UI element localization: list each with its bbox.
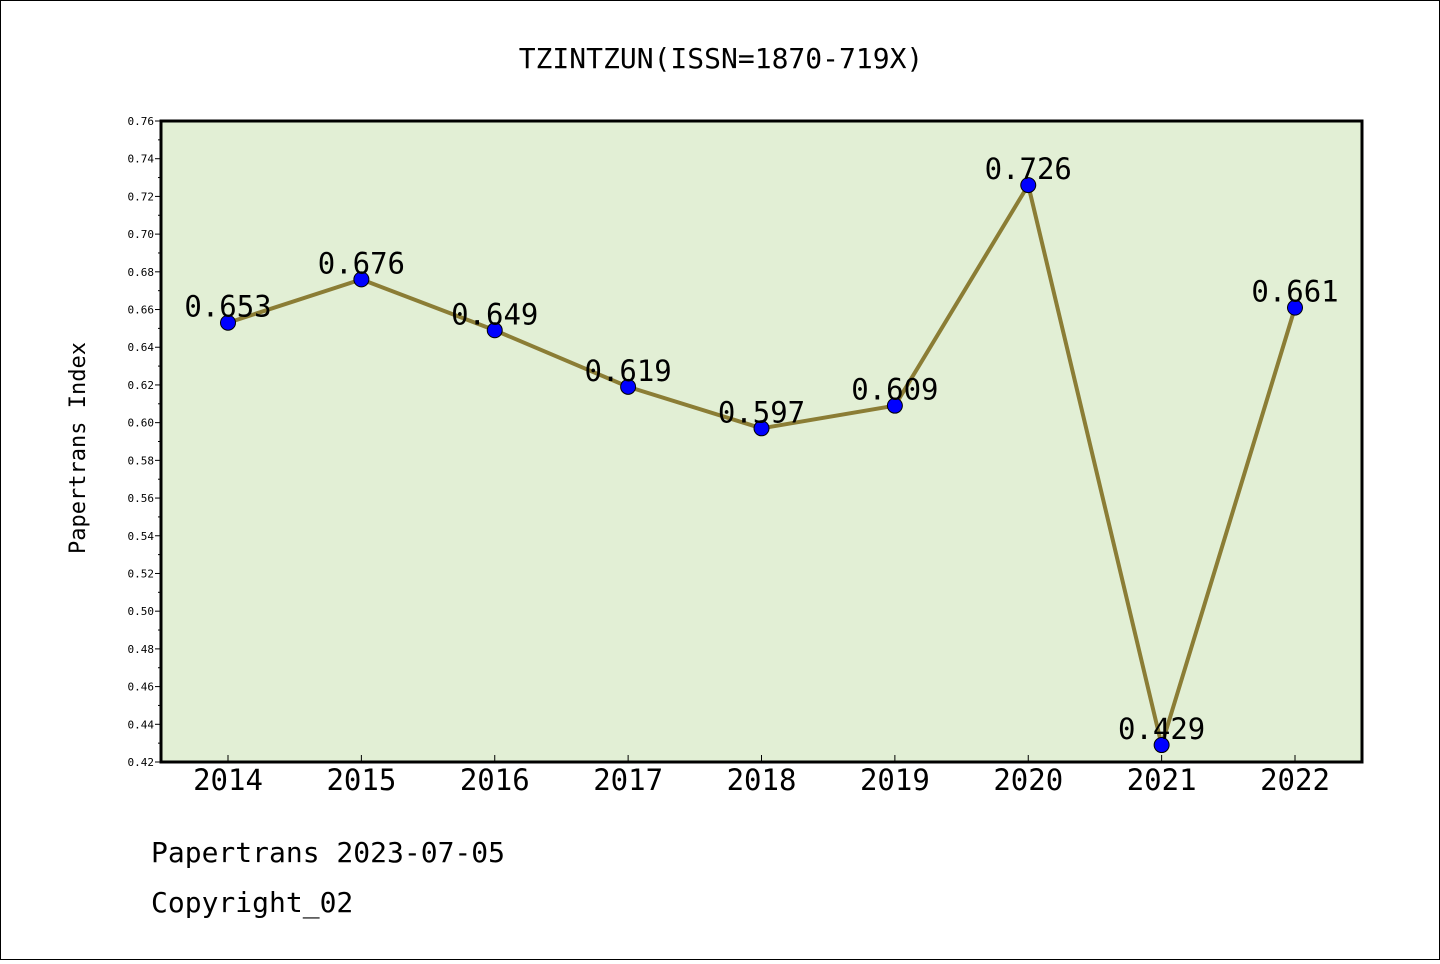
data-label: 0.619 xyxy=(584,354,671,388)
x-tick-label: 2022 xyxy=(1260,763,1330,797)
data-point xyxy=(753,420,770,437)
y-tick-label: 0.46 xyxy=(128,681,155,694)
y-tick-label: 0.74 xyxy=(128,153,155,166)
x-tick-label: 2019 xyxy=(860,763,930,797)
data-point xyxy=(1020,177,1037,194)
footer-copyright: Copyright_02 xyxy=(151,886,354,919)
data-label: 0.676 xyxy=(318,246,405,280)
y-tick-label: 0.66 xyxy=(128,304,155,317)
y-axis: 0.42 0.44 0.46 0.48 0.50 0.52 0.54 0.56 0.58 0.60… xyxy=(128,115,161,769)
data-point xyxy=(220,314,236,331)
series-papertrans-index: 0.653 0.676 0.649 0.619 0.597 0.609 0.726 0.429… xyxy=(184,152,1339,754)
data-point xyxy=(486,322,503,339)
y-tick-label: 0.68 xyxy=(128,266,155,279)
data-point xyxy=(886,397,903,414)
x-tick-label: 2018 xyxy=(727,763,797,797)
x-tick-label: 2015 xyxy=(326,763,396,797)
y-tick-label: 0.54 xyxy=(128,530,155,543)
x-tick-label: 2021 xyxy=(1127,763,1197,797)
x-tick-label: 2020 xyxy=(993,763,1063,797)
y-tick-label: 0.48 xyxy=(128,643,155,656)
y-tick-label: 0.42 xyxy=(128,756,155,769)
data-point xyxy=(1153,737,1170,754)
y-tick-label: 0.56 xyxy=(128,492,155,505)
y-tick-label: 0.70 xyxy=(128,228,155,241)
y-tick-label: 0.76 xyxy=(128,115,155,128)
x-tick-label: 2017 xyxy=(593,763,663,797)
y-tick-label: 0.64 xyxy=(128,341,155,354)
data-label: 0.429 xyxy=(1118,712,1205,746)
y-tick-label: 0.60 xyxy=(128,417,155,430)
x-axis: 2014 2015 2016 2017 2018 2019 2020 2021 2022 xyxy=(193,755,1330,797)
y-tick-label: 0.50 xyxy=(128,605,155,618)
data-label: 0.597 xyxy=(718,395,805,429)
chart-title: TZINTZUN(ISSN=1870-719X) xyxy=(519,42,924,75)
x-tick-label: 2016 xyxy=(460,763,530,797)
plot-border xyxy=(159,119,1364,764)
data-label: 0.649 xyxy=(451,297,538,331)
data-point xyxy=(1287,299,1303,316)
plot-area xyxy=(161,121,1362,762)
y-axis-label: Papertrans Index xyxy=(66,342,91,554)
data-label: 0.726 xyxy=(985,152,1072,186)
y-tick-label: 0.72 xyxy=(128,190,155,203)
x-tick-label: 2014 xyxy=(193,763,263,797)
y-tick-label: 0.58 xyxy=(128,454,155,467)
data-label: 0.661 xyxy=(1251,275,1338,309)
data-point xyxy=(620,378,637,395)
y-tick-label: 0.62 xyxy=(128,379,155,392)
data-label: 0.609 xyxy=(851,373,938,407)
data-point xyxy=(353,271,370,288)
data-label: 0.653 xyxy=(184,290,271,324)
y-tick-label: 0.52 xyxy=(128,567,155,580)
footer-date: Papertrans 2023-07-05 xyxy=(151,836,506,869)
y-tick-label: 0.44 xyxy=(128,718,155,731)
